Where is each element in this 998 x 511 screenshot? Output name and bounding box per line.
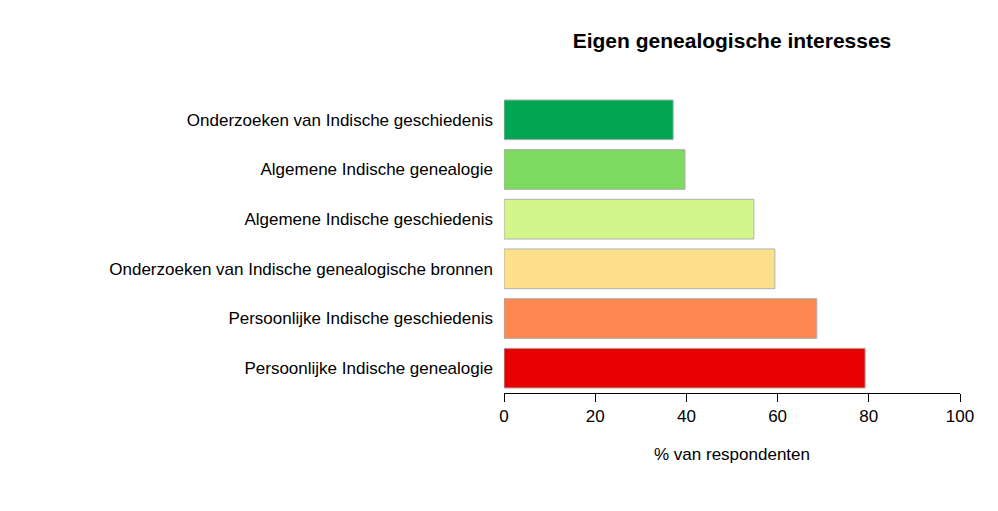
svg-text:60: 60	[768, 407, 787, 426]
svg-text:0: 0	[499, 407, 508, 426]
svg-text:20: 20	[586, 407, 605, 426]
svg-text:Algemene Indische genealogie: Algemene Indische genealogie	[260, 160, 493, 179]
svg-text:Persoonlijke Indische genealog: Persoonlijke Indische genealogie	[244, 359, 493, 378]
svg-text:% van respondenten: % van respondenten	[654, 445, 810, 464]
svg-text:Onderzoeken van Indische gesch: Onderzoeken van Indische geschiedenis	[187, 111, 493, 130]
svg-text:80: 80	[859, 407, 878, 426]
svg-text:Onderzoeken van Indische genea: Onderzoeken van Indische genealogische b…	[109, 260, 493, 279]
svg-text:Persoonlijke Indische geschied: Persoonlijke Indische geschiedenis	[228, 309, 493, 328]
svg-text:Eigen genealogische interesses: Eigen genealogische interesses	[573, 29, 892, 52]
svg-text:100: 100	[946, 407, 974, 426]
svg-text:40: 40	[677, 407, 696, 426]
svg-text:Algemene Indische geschiedenis: Algemene Indische geschiedenis	[244, 210, 493, 229]
